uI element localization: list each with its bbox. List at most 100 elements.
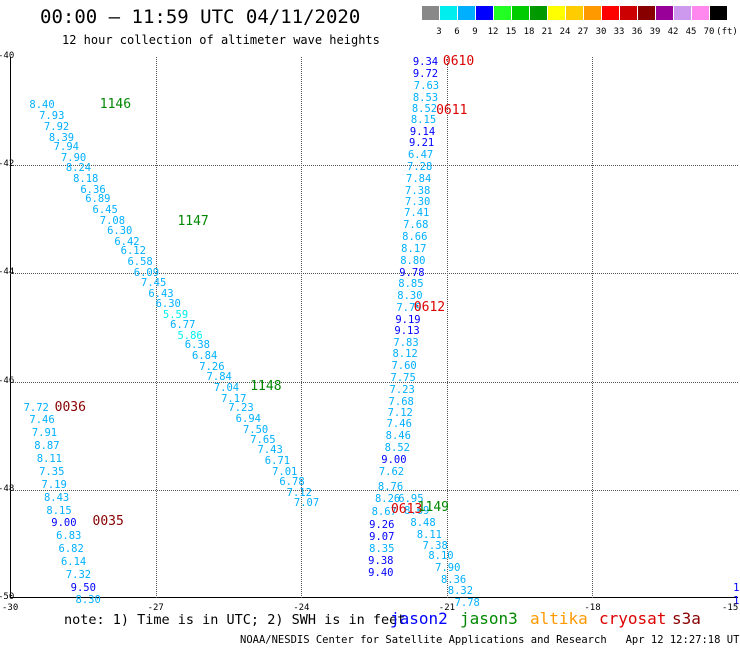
wave-height-value: 8.30 bbox=[397, 289, 423, 302]
track-time-label: 0613 bbox=[390, 501, 423, 517]
wave-height-value: 11 bbox=[733, 594, 740, 607]
track-time-label: 1146 bbox=[99, 97, 132, 113]
color-scale-swatch bbox=[494, 6, 511, 20]
wave-height-value: 7.84 bbox=[206, 370, 232, 383]
latitude-label: -42 bbox=[0, 159, 15, 170]
wave-height-value: 7.83 bbox=[393, 337, 419, 350]
wave-height-value: 6.42 bbox=[114, 235, 140, 248]
wave-height-value: 7.79 bbox=[396, 301, 422, 314]
color-scale-swatch bbox=[548, 6, 565, 20]
wave-height-value: 8.10 bbox=[428, 550, 454, 563]
wave-height-value: 8.52 bbox=[384, 442, 410, 455]
color-scale-label: 6 bbox=[454, 27, 460, 37]
wave-height-value: 9.34 bbox=[412, 56, 439, 68]
wave-height-value: 7.01 bbox=[272, 466, 298, 479]
latitude-label: -50 bbox=[0, 592, 15, 602]
map-frame bbox=[10, 57, 738, 598]
latitude-label: -48 bbox=[0, 483, 15, 494]
wave-height-value: 8.80 bbox=[400, 255, 426, 268]
latitude-label: -40 bbox=[0, 51, 15, 61]
color-scale-swatch bbox=[674, 6, 691, 20]
wave-height-value: 6.84 bbox=[192, 350, 218, 363]
wave-height-value: 6.78 bbox=[279, 475, 305, 488]
footer-note: note: 1) Time is in UTC; 2) SWH is in fe… bbox=[64, 612, 406, 628]
wave-height-value: 8.52 bbox=[411, 102, 438, 115]
wave-height-value: 6.83 bbox=[56, 529, 82, 542]
map-plot-area: 9.34 9.72 7.63 8.53 8.52 8.15 9.14 9.21 6.47 7.28… bbox=[10, 55, 740, 608]
wave-height-value: 9.21 bbox=[408, 137, 435, 150]
color-scale-swatch bbox=[692, 6, 709, 20]
wave-height-value: 7.68 bbox=[388, 395, 414, 408]
wave-height-value: 8.30 bbox=[75, 593, 101, 606]
wave-height-value: 7.65 bbox=[250, 433, 276, 446]
color-scale-label: 30 bbox=[595, 27, 607, 37]
wave-height-value: 5.59 bbox=[162, 309, 189, 322]
wave-height-value: 7.72 bbox=[23, 402, 49, 415]
color-scale-label: 70 bbox=[703, 27, 715, 37]
page-subtitle: 12 hour collection of altimeter wave hei… bbox=[62, 33, 380, 47]
wave-height-value: 8.48 bbox=[410, 516, 436, 529]
grid-line-lon bbox=[155, 57, 157, 598]
color-scale-label: 3 bbox=[436, 27, 442, 37]
wave-height-value: 7.17 bbox=[221, 392, 247, 405]
wave-height-value: 7.93 bbox=[39, 110, 65, 123]
wave-height-value: 7.19 bbox=[41, 479, 67, 492]
wave-height-value: 9.13 bbox=[394, 325, 420, 338]
wave-height-value: 9.07 bbox=[369, 530, 395, 543]
color-scale-label: (ft) bbox=[716, 27, 738, 37]
satellite-legend-jason3: jason3 bbox=[460, 609, 518, 628]
color-scale-swatch bbox=[530, 6, 547, 20]
color-scale-label: 33 bbox=[613, 27, 625, 37]
longitude-label: -24 bbox=[293, 603, 310, 613]
wave-height-value: 8.40 bbox=[29, 99, 55, 112]
color-scale-swatch bbox=[476, 6, 493, 20]
color-scale-label: 39 bbox=[649, 27, 661, 37]
latitude-label: -44 bbox=[0, 267, 15, 278]
track-time-label: 0035 bbox=[92, 513, 124, 529]
color-scale-label: 27 bbox=[577, 27, 589, 37]
wave-height-value: 8.11 bbox=[416, 528, 442, 541]
wave-height-value: 8.24 bbox=[65, 162, 92, 175]
color-scale-swatch bbox=[602, 6, 619, 20]
wave-height-value: 9.50 bbox=[70, 581, 96, 594]
wave-height-value: 8.17 bbox=[401, 243, 427, 256]
wave-height-value: 7.46 bbox=[386, 418, 412, 431]
wave-height-value: 9.14 bbox=[409, 126, 436, 139]
wave-height-value: 6.71 bbox=[264, 455, 291, 468]
wave-height-value: 9.00 bbox=[51, 516, 77, 529]
wave-height-value: 7.46 bbox=[29, 414, 55, 427]
color-scale-label: 9 bbox=[472, 27, 478, 37]
wave-height-value: 7.04 bbox=[213, 381, 240, 394]
wave-height-value: 7.62 bbox=[378, 466, 405, 479]
longitude-label: -30 bbox=[2, 603, 19, 613]
track-time-label: 1147 bbox=[177, 213, 209, 229]
wave-height-value: 7.12 bbox=[387, 406, 413, 419]
wave-height-value: 7.78 bbox=[454, 597, 480, 609]
wave-height-value: 6.82 bbox=[58, 542, 84, 555]
wave-height-value: 7.94 bbox=[53, 141, 79, 154]
grid-line-lon bbox=[301, 57, 303, 598]
wave-height-value: 9.26 bbox=[369, 519, 395, 532]
color-scale-swatch bbox=[638, 6, 655, 20]
wave-height-value: 9.19 bbox=[395, 313, 421, 326]
wave-height-value: 7.60 bbox=[391, 360, 417, 373]
longitude-label: -18 bbox=[584, 603, 601, 613]
color-scale-swatch bbox=[458, 6, 475, 20]
wave-height-value: 8.39 bbox=[48, 131, 75, 144]
color-scale-swatch bbox=[422, 6, 439, 20]
wave-height-value: 7.38 bbox=[405, 184, 431, 197]
track-time-label: 0611 bbox=[436, 102, 468, 118]
color-scale-swatch bbox=[620, 6, 637, 20]
wave-height-value: 8.87 bbox=[34, 440, 60, 453]
latitude-label: -46 bbox=[0, 375, 15, 386]
grid-line-lat bbox=[10, 381, 738, 383]
color-scale-swatch bbox=[566, 6, 583, 20]
wave-height-value: 6.89 bbox=[85, 193, 111, 206]
color-scale-swatch bbox=[512, 6, 529, 20]
wave-height-value: 6.43 bbox=[148, 287, 174, 300]
wave-height-value: 7.63 bbox=[413, 79, 440, 92]
wave-height-value: 8.66 bbox=[402, 231, 428, 244]
color-scale-label: 15 bbox=[505, 27, 517, 37]
wave-height-value: 8.18 bbox=[73, 172, 99, 185]
color-scale-label: 42 bbox=[667, 27, 679, 37]
